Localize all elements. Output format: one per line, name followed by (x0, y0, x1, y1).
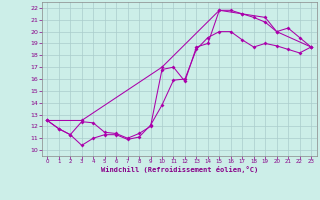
X-axis label: Windchill (Refroidissement éolien,°C): Windchill (Refroidissement éolien,°C) (100, 166, 258, 173)
